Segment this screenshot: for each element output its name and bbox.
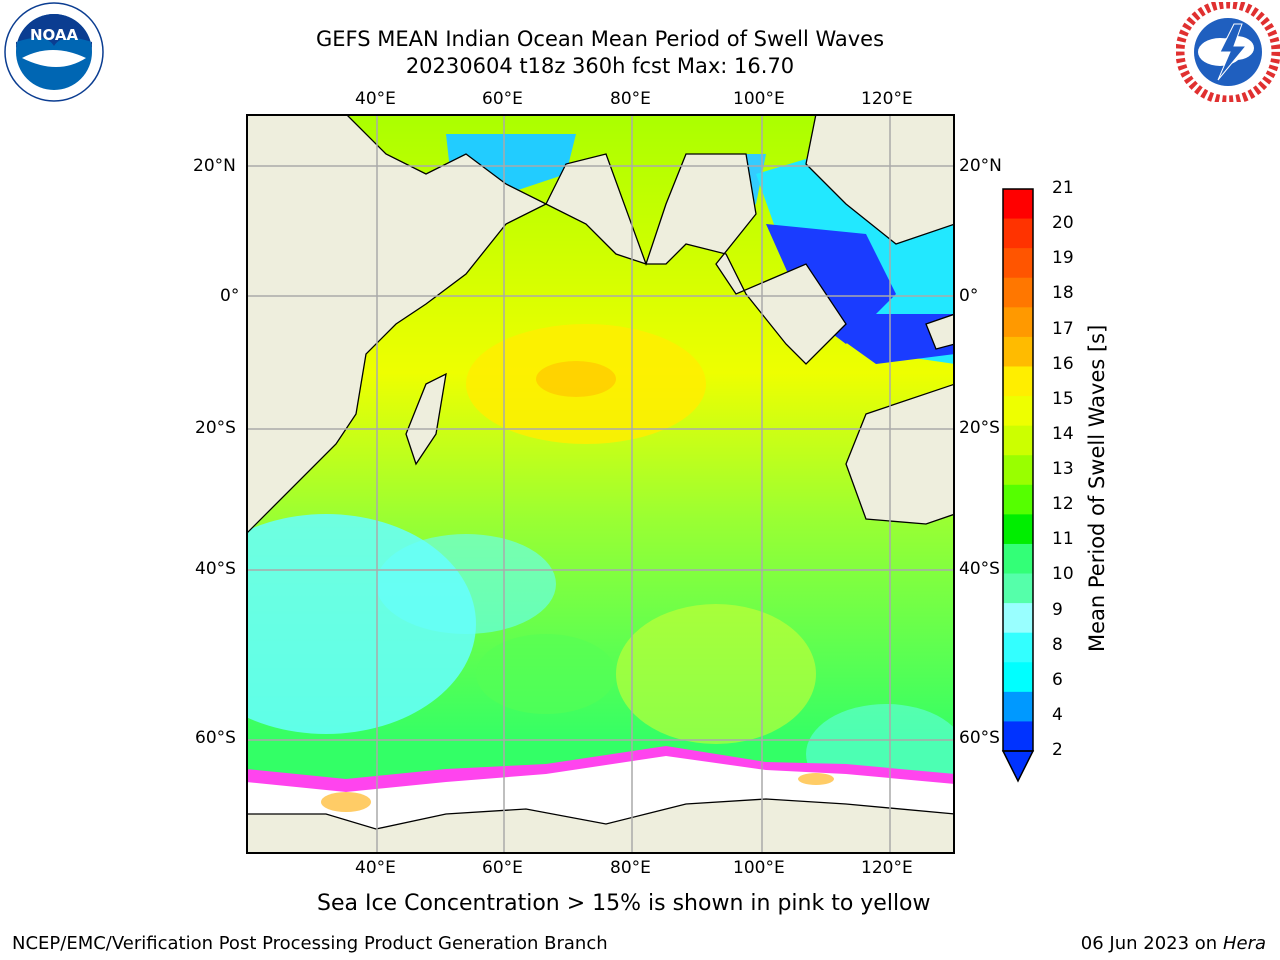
lat-tick-left-40s: 40°S	[195, 559, 236, 579]
colorbar-tick-label: 20	[1052, 213, 1074, 234]
colorbar-tick-label: 4	[1052, 704, 1063, 725]
footer-left: NCEP/EMC/Verification Post Processing Pr…	[12, 933, 608, 954]
footer-host: Hera	[1222, 933, 1266, 954]
short-period-region-s	[376, 534, 556, 634]
lat-tick-left-20n: 20°N	[193, 156, 236, 176]
lon-tick-bottom-40e: 40°E	[355, 858, 396, 878]
colorbar-swatch	[1003, 573, 1033, 604]
nws-logo	[1175, 0, 1280, 105]
lat-tick-right-20s: 20°S	[959, 418, 1000, 438]
colorbar-swatch	[1003, 366, 1033, 397]
swell-peak-region	[536, 361, 616, 397]
land-indonesia-east	[925, 313, 955, 350]
colorbar-swatch	[1003, 277, 1033, 308]
lon-tick-bottom-60e: 60°E	[482, 858, 523, 878]
colorbar-tick-label: 15	[1052, 388, 1074, 409]
colorbar-swatch	[1003, 662, 1033, 693]
colorbar-tick-label: 17	[1052, 318, 1074, 339]
sea-ice-yellow-patch	[321, 792, 371, 812]
colorbar-swatch	[1003, 248, 1033, 279]
lat-tick-left-0: 0°	[220, 286, 240, 306]
colorbar	[1000, 186, 1036, 786]
colorbar-swatch	[1003, 425, 1033, 456]
lon-tick-top-100e: 100°E	[733, 89, 785, 109]
noaa-logo-text: NOAA	[30, 26, 79, 44]
colorbar-swatch	[1003, 632, 1033, 663]
land-madagascar	[405, 372, 447, 466]
lon-tick-bottom-100e: 100°E	[733, 858, 785, 878]
colorbar-swatch	[1003, 603, 1033, 634]
chart-subtitle: 20230604 t18z 360h fcst Max: 16.70	[405, 54, 795, 78]
lat-tick-right-40s: 40°S	[959, 559, 1000, 579]
noaa-logo: NOAA	[2, 2, 106, 102]
colorbar-tick-label: 14	[1052, 423, 1074, 444]
chart-title: GEFS MEAN Indian Ocean Mean Period of Sw…	[315, 27, 885, 51]
lat-tick-left-60s: 60°S	[195, 728, 236, 748]
graticule	[246, 114, 955, 854]
lon-tick-top-40e: 40°E	[355, 89, 396, 109]
colorbar-tick-label: 11	[1052, 529, 1074, 550]
colorbar-outline	[1002, 188, 1034, 752]
indian-ocean-map	[246, 114, 955, 854]
lon-tick-top-120e: 120°E	[861, 89, 913, 109]
colorbar-swatch	[1003, 307, 1033, 338]
colorbar-swatch	[1003, 189, 1033, 220]
footer-right: 06 Jun 2023 on Hera	[1081, 933, 1266, 954]
lon-tick-bottom-80e: 80°E	[610, 858, 651, 878]
colorbar-swatch	[1003, 396, 1033, 427]
land-southeast-asia	[805, 114, 955, 245]
footer-date: 06 Jun 2023 on	[1080, 933, 1218, 954]
lat-tick-right-60s: 60°S	[959, 728, 1000, 748]
colorbar-title: Mean Period of Swell Waves [s]	[1085, 324, 1109, 652]
colorbar-swatch	[1003, 455, 1033, 486]
colorbar-swatch	[1003, 543, 1033, 575]
map-frame	[246, 114, 955, 854]
long-period-region-se	[616, 604, 816, 744]
colorbar-tick-label: 18	[1052, 283, 1074, 304]
colorbar-tick-label: 8	[1052, 634, 1063, 655]
colorbar-labels: 21 20 19 18 17 16 15 14 13 12 11 10 9 8 6 4 2	[1046, 178, 1106, 778]
lat-tick-right-0: 0°	[959, 286, 979, 306]
colorbar-tick-label: 6	[1052, 669, 1063, 690]
colorbar-extend-arrow	[1001, 750, 1035, 783]
land-australia	[845, 383, 955, 525]
lon-tick-top-60e: 60°E	[482, 89, 523, 109]
colorbar-tick-label: 2	[1052, 740, 1063, 760]
colorbar-tick-label: 19	[1052, 248, 1074, 269]
colorbar-swatch	[1003, 218, 1033, 249]
colorbar-swatch	[1003, 514, 1033, 545]
lat-tick-right-20n: 20°N	[959, 156, 1002, 176]
land-africa-asia	[246, 114, 847, 535]
colorbar-tick-label: 12	[1052, 494, 1074, 515]
colorbar-tick-label: 13	[1052, 459, 1074, 479]
colorbar-tick-label: 21	[1052, 178, 1074, 198]
lon-tick-top-80e: 80°E	[610, 89, 651, 109]
colorbar-swatch	[1003, 691, 1033, 722]
mid-period-region	[476, 634, 616, 714]
sea-ice-caption: Sea Ice Concentration > 15% is shown in …	[317, 891, 931, 916]
land-antarctica	[246, 798, 955, 854]
colorbar-swatch	[1003, 336, 1033, 367]
map-panel	[246, 114, 955, 854]
colorbar-swatch	[1003, 721, 1033, 752]
sea-ice-yellow-patch-2	[798, 773, 834, 785]
colorbar-swatch	[1003, 484, 1033, 515]
lon-tick-bottom-120e: 120°E	[861, 858, 913, 878]
colorbar-tick-label: 16	[1052, 353, 1074, 374]
colorbar-tick-label: 10	[1052, 564, 1074, 585]
colorbar-tick-label: 9	[1052, 599, 1063, 620]
lat-tick-left-20s: 20°S	[195, 418, 236, 438]
